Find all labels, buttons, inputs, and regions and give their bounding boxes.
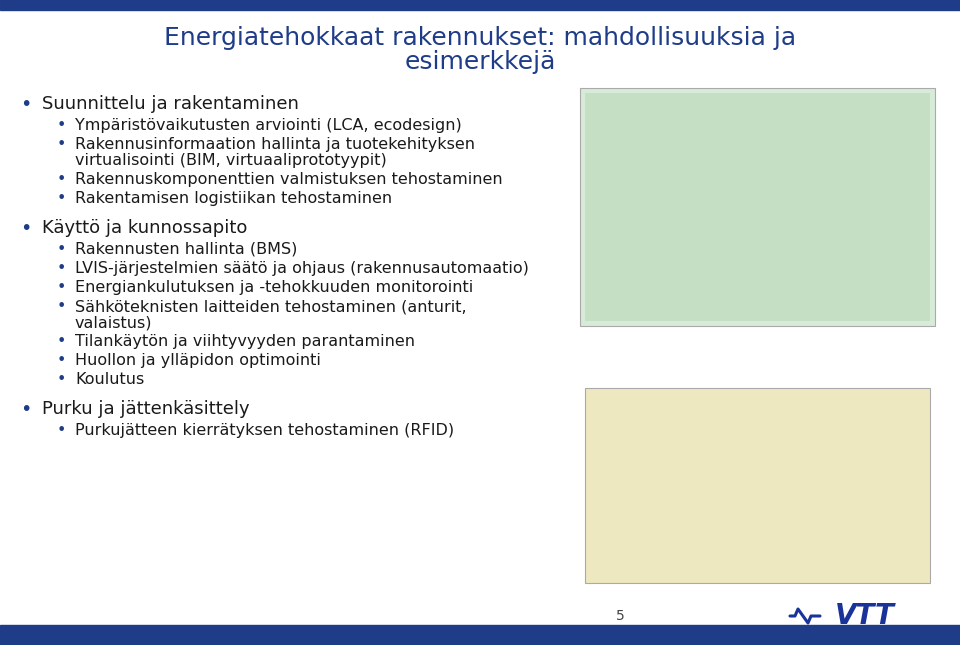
Text: •: • xyxy=(57,242,65,257)
Text: Ympäristövaikutusten arviointi (LCA, ecodesign): Ympäristövaikutusten arviointi (LCA, eco… xyxy=(75,118,462,133)
Text: LVIS-järjestelmien säätö ja ohjaus (rakennusautomaatio): LVIS-järjestelmien säätö ja ohjaus (rake… xyxy=(75,261,529,276)
Text: •: • xyxy=(57,299,65,314)
Text: Koulutus: Koulutus xyxy=(75,372,144,387)
Text: Käyttö ja kunnossapito: Käyttö ja kunnossapito xyxy=(42,219,248,237)
Text: •: • xyxy=(57,423,65,438)
Text: •: • xyxy=(57,372,65,387)
Text: •: • xyxy=(57,261,65,276)
Bar xyxy=(580,88,935,326)
Text: •: • xyxy=(20,95,32,114)
Text: Energiankulutuksen ja -tehokkuuden monitorointi: Energiankulutuksen ja -tehokkuuden monit… xyxy=(75,280,473,295)
Text: Huollon ja ylläpidon optimointi: Huollon ja ylläpidon optimointi xyxy=(75,353,321,368)
Text: •: • xyxy=(57,191,65,206)
Text: Sähköteknisten laitteiden tehostaminen (anturit,: Sähköteknisten laitteiden tehostaminen (… xyxy=(75,299,467,314)
Text: Rakennuskomponenttien valmistuksen tehostaminen: Rakennuskomponenttien valmistuksen tehos… xyxy=(75,172,503,187)
Text: •: • xyxy=(57,172,65,187)
Text: valaistus): valaistus) xyxy=(75,315,153,330)
Bar xyxy=(585,388,930,583)
Text: •: • xyxy=(20,219,32,238)
Text: •: • xyxy=(57,334,65,349)
Text: •: • xyxy=(57,137,65,152)
Text: Suunnittelu ja rakentaminen: Suunnittelu ja rakentaminen xyxy=(42,95,299,113)
Text: Purkujätteen kierrätyksen tehostaminen (RFID): Purkujätteen kierrätyksen tehostaminen (… xyxy=(75,423,454,438)
Text: •: • xyxy=(57,280,65,295)
Text: esimerkkejä: esimerkkejä xyxy=(404,50,556,74)
Text: Purku ja jättenkäsittely: Purku ja jättenkäsittely xyxy=(42,400,250,418)
Text: 5: 5 xyxy=(615,609,624,623)
Text: Rakennusinformaation hallinta ja tuotekehityksen: Rakennusinformaation hallinta ja tuoteke… xyxy=(75,137,475,152)
Text: Tilankäytön ja viihtyvyyden parantaminen: Tilankäytön ja viihtyvyyden parantaminen xyxy=(75,334,415,349)
Bar xyxy=(585,93,930,321)
Text: virtualisointi (BIM, virtuaaliprototyypit): virtualisointi (BIM, virtuaaliprototyypi… xyxy=(75,153,387,168)
Text: VTT: VTT xyxy=(835,602,895,630)
Text: •: • xyxy=(57,118,65,133)
Bar xyxy=(0,0,960,10)
Text: Energiatehokkaat rakennukset: mahdollisuuksia ja: Energiatehokkaat rakennukset: mahdollisu… xyxy=(164,26,796,50)
Text: Rakentamisen logistiikan tehostaminen: Rakentamisen logistiikan tehostaminen xyxy=(75,191,392,206)
Text: •: • xyxy=(20,400,32,419)
Text: •: • xyxy=(57,353,65,368)
Bar xyxy=(0,625,960,645)
Text: Rakennusten hallinta (BMS): Rakennusten hallinta (BMS) xyxy=(75,242,298,257)
